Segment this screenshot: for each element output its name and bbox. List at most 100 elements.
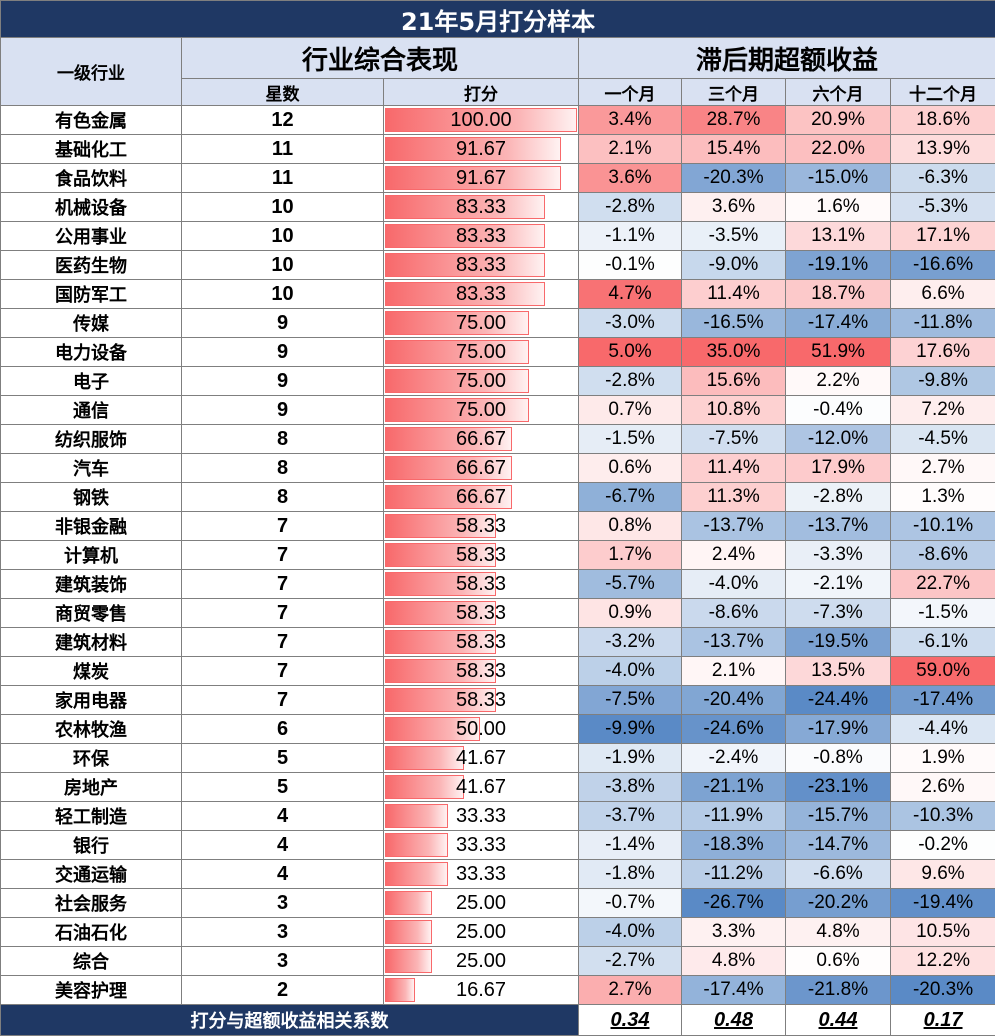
table-row: 计算机 7 58.33 1.7% 2.4% -3.3% -8.6% [0,540,995,570]
excess-return-m6: 22.0% [785,134,891,164]
star-count: 3 [181,946,384,976]
industry-name: 纺织服饰 [0,424,182,454]
excess-return-m3: 15.4% [681,134,786,164]
star-count: 7 [181,511,384,541]
excess-return-m12: 12.2% [889,946,995,976]
excess-return-m1: 2.7% [578,975,682,1005]
excess-return-m12: 1.9% [889,743,995,773]
score-value: 83.33 [455,282,507,305]
table-row: 通信 9 75.00 0.7% 10.8% -0.4% 7.2% [0,395,995,425]
excess-return-m1: -1.9% [578,743,682,773]
excess-return-m6: -23.1% [785,772,891,802]
score-bar [385,195,545,219]
excess-return-m12: -6.3% [889,163,995,193]
industry-name: 家用电器 [0,685,182,715]
excess-return-m1: 4.7% [578,279,682,309]
score-cell: 75.00 [383,395,579,425]
excess-return-m6: 2.2% [785,366,891,396]
excess-return-m1: -5.7% [578,569,682,599]
excess-return-m1: 0.8% [578,511,682,541]
score-cell: 66.67 [383,424,579,454]
score-cell: 58.33 [383,598,579,628]
table-row: 纺织服饰 8 66.67 -1.5% -7.5% -12.0% -4.5% [0,424,995,454]
excess-return-m12: 2.7% [889,453,995,483]
score-bar [385,746,464,770]
excess-return-m3: 10.8% [681,395,786,425]
industry-name: 农林牧渔 [0,714,182,744]
score-value: 33.33 [455,804,507,827]
excess-return-m1: -7.5% [578,685,682,715]
excess-return-m6: 17.9% [785,453,891,483]
star-count: 9 [181,366,384,396]
excess-return-m6: -17.9% [785,714,891,744]
score-value: 58.33 [455,659,507,682]
industry-name: 汽车 [0,453,182,483]
excess-return-m12: -5.3% [889,192,995,222]
table-body: 有色金属 12 100.00 3.4% 28.7% 20.9% 18.6% 基础化工 11 91.… [0,105,995,1005]
excess-return-m12: -11.8% [889,308,995,338]
excess-return-m12: 22.7% [889,569,995,599]
excess-return-m3: 2.4% [681,540,786,570]
excess-return-m3: -11.2% [681,859,786,889]
score-bar [385,398,529,422]
excess-return-m6: 18.7% [785,279,891,309]
score-bar [385,572,497,596]
industry-name: 电力设备 [0,337,182,367]
table-row: 交通运输 4 33.33 -1.8% -11.2% -6.6% 9.6% [0,859,995,889]
industry-name: 银行 [0,830,182,860]
correlation-6m: 0.44 [785,1004,891,1036]
score-cell: 16.67 [383,975,579,1005]
star-count: 11 [181,163,384,193]
excess-return-m12: 18.6% [889,105,995,135]
excess-return-m1: -2.8% [578,366,682,396]
excess-return-m3: 35.0% [681,337,786,367]
score-value: 58.33 [455,688,507,711]
score-bar [385,688,497,712]
table-row: 食品饮料 11 91.67 3.6% -20.3% -15.0% -6.3% [0,163,995,193]
star-count: 7 [181,569,384,599]
industry-name: 建筑材料 [0,627,182,657]
score-bar [385,601,497,625]
score-value: 58.33 [455,514,507,537]
excess-return-m1: -1.5% [578,424,682,454]
industry-name: 石油石化 [0,917,182,947]
table-row: 公用事业 10 83.33 -1.1% -3.5% 13.1% 17.1% [0,221,995,251]
excess-return-m3: -3.5% [681,221,786,251]
excess-return-m12: 2.6% [889,772,995,802]
score-cell: 33.33 [383,801,579,831]
industry-name: 非银金融 [0,511,182,541]
score-cell: 50.00 [383,714,579,744]
industry-name: 传媒 [0,308,182,338]
score-cell: 66.67 [383,453,579,483]
star-count: 8 [181,453,384,483]
excess-return-m12: -10.1% [889,511,995,541]
industry-name: 电子 [0,366,182,396]
excess-return-m6: 4.8% [785,917,891,947]
score-bar [385,862,448,886]
star-count: 9 [181,308,384,338]
excess-return-m6: -0.8% [785,743,891,773]
score-bar [385,833,448,857]
star-count: 9 [181,337,384,367]
star-count: 7 [181,627,384,657]
excess-return-m3: -2.4% [681,743,786,773]
excess-return-m6: -19.1% [785,250,891,280]
excess-return-m12: 1.3% [889,482,995,512]
star-count: 8 [181,424,384,454]
score-value: 58.33 [455,572,507,595]
table-row: 传媒 9 75.00 -3.0% -16.5% -17.4% -11.8% [0,308,995,338]
excess-return-m1: 2.1% [578,134,682,164]
excess-return-m12: 9.6% [889,859,995,889]
table-row: 农林牧渔 6 50.00 -9.9% -24.6% -17.9% -4.4% [0,714,995,744]
score-bar [385,485,513,509]
table-row: 综合 3 25.00 -2.7% 4.8% 0.6% 12.2% [0,946,995,976]
score-bar [385,514,497,538]
excess-return-m6: -6.6% [785,859,891,889]
score-bar [385,137,561,161]
table-row: 银行 4 33.33 -1.4% -18.3% -14.7% -0.2% [0,830,995,860]
star-count: 10 [181,279,384,309]
table-row: 机械设备 10 83.33 -2.8% 3.6% 1.6% -5.3% [0,192,995,222]
score-bar [385,224,545,248]
score-cell: 100.00 [383,105,579,135]
